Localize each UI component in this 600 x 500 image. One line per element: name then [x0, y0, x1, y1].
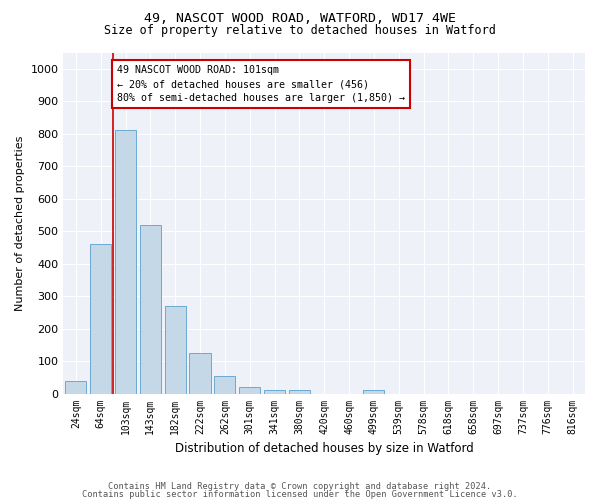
Bar — [239, 387, 260, 394]
Bar — [164, 306, 186, 394]
Bar — [264, 390, 285, 394]
Y-axis label: Number of detached properties: Number of detached properties — [15, 136, 25, 310]
Text: Contains HM Land Registry data © Crown copyright and database right 2024.: Contains HM Land Registry data © Crown c… — [109, 482, 491, 491]
X-axis label: Distribution of detached houses by size in Watford: Distribution of detached houses by size … — [175, 442, 473, 455]
Text: 49, NASCOT WOOD ROAD, WATFORD, WD17 4WE: 49, NASCOT WOOD ROAD, WATFORD, WD17 4WE — [144, 12, 456, 26]
Bar — [214, 376, 235, 394]
Bar — [90, 244, 111, 394]
Text: 49 NASCOT WOOD ROAD: 101sqm
← 20% of detached houses are smaller (456)
80% of se: 49 NASCOT WOOD ROAD: 101sqm ← 20% of det… — [117, 66, 405, 104]
Bar — [364, 390, 385, 394]
Bar — [65, 380, 86, 394]
Bar — [289, 390, 310, 394]
Text: Contains public sector information licensed under the Open Government Licence v3: Contains public sector information licen… — [82, 490, 518, 499]
Bar — [190, 353, 211, 394]
Bar — [115, 130, 136, 394]
Text: Size of property relative to detached houses in Watford: Size of property relative to detached ho… — [104, 24, 496, 37]
Bar — [140, 224, 161, 394]
